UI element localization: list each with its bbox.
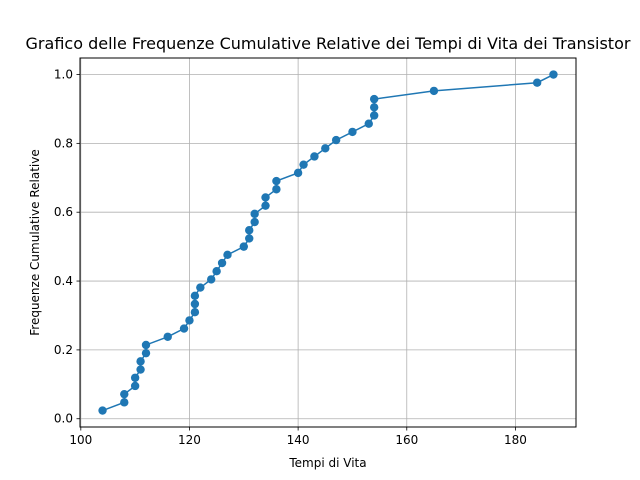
data-point — [369, 94, 379, 104]
data-point — [190, 308, 200, 317]
y-tick-label: 1.0 — [54, 68, 73, 82]
data-point — [196, 283, 205, 292]
data-point — [141, 340, 151, 350]
series-line — [102, 73, 554, 412]
data-point — [310, 152, 319, 161]
data-point — [206, 275, 216, 284]
data-point — [179, 324, 189, 333]
plot-frame — [79, 57, 577, 428]
y-tick-label: 0.0 — [54, 412, 73, 426]
data-point — [245, 226, 254, 235]
data-point — [250, 209, 259, 219]
data-point — [185, 316, 194, 325]
data-point — [549, 70, 558, 79]
data-point — [141, 348, 151, 358]
data-point — [136, 365, 145, 374]
data-point — [120, 398, 129, 407]
data-point — [217, 258, 227, 268]
y-axis: 0.0 0.2 0.4 0.6 0.8 1.0 — [54, 68, 80, 426]
y-axis-label: Frequenze Cumulative Relative — [28, 149, 42, 336]
data-point — [261, 193, 270, 202]
chart-title: Grafico delle Frequenze Cumulative Relat… — [26, 34, 631, 53]
y-tick-label: 0.4 — [54, 274, 73, 288]
data-point — [130, 373, 140, 382]
y-tick-label: 0.6 — [54, 205, 73, 219]
grid — [80, 58, 576, 427]
data-point — [299, 160, 308, 169]
data-point — [272, 185, 281, 194]
data-point — [212, 267, 221, 276]
data-point — [136, 357, 145, 366]
data-point — [321, 144, 330, 153]
data-point — [369, 111, 379, 120]
x-tick-label: 100 — [69, 433, 92, 447]
data-point — [120, 389, 129, 399]
data-point — [239, 242, 248, 251]
data-point — [369, 103, 379, 112]
data-point — [98, 406, 107, 415]
data-point — [532, 78, 542, 87]
data-point — [429, 86, 439, 96]
data-point — [272, 176, 281, 186]
data-point — [348, 127, 357, 137]
data-points — [98, 70, 558, 415]
data-point — [130, 381, 140, 391]
data-point — [250, 217, 259, 227]
data-point — [163, 332, 172, 341]
data-point — [331, 135, 341, 145]
data-point — [190, 299, 200, 309]
x-tick-label: 120 — [178, 433, 201, 447]
data-point — [293, 168, 303, 178]
x-tick-label: 160 — [395, 433, 418, 447]
data-point — [245, 234, 254, 243]
x-tick-label: 140 — [287, 433, 310, 447]
data-point — [261, 201, 270, 210]
x-axis-label: Tempi di Vita — [288, 456, 366, 470]
data-point — [190, 291, 200, 301]
data-point — [223, 250, 232, 260]
y-tick-label: 0.2 — [54, 343, 73, 357]
data-point — [364, 119, 373, 128]
series-polyline — [102, 73, 554, 412]
x-axis: 100 120 140 160 180 — [69, 427, 527, 447]
y-tick-label: 0.8 — [54, 136, 73, 150]
x-tick-label: 180 — [504, 433, 527, 447]
